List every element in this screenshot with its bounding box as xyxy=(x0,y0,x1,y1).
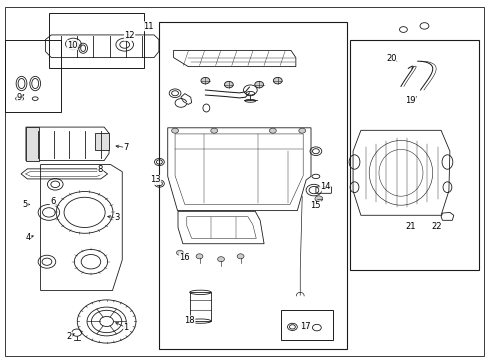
Circle shape xyxy=(254,81,263,88)
Circle shape xyxy=(176,250,183,255)
Polygon shape xyxy=(26,127,39,161)
Text: 7: 7 xyxy=(123,143,128,152)
Bar xyxy=(159,22,346,349)
Text: 1: 1 xyxy=(123,323,128,332)
Circle shape xyxy=(273,77,282,84)
Bar xyxy=(189,292,211,321)
Circle shape xyxy=(301,324,309,330)
Circle shape xyxy=(196,254,203,259)
Text: 13: 13 xyxy=(150,175,161,184)
Circle shape xyxy=(298,128,305,133)
Bar xyxy=(5,40,61,112)
Text: 20: 20 xyxy=(385,54,396,63)
Polygon shape xyxy=(95,133,109,150)
Text: 8: 8 xyxy=(98,165,102,174)
Circle shape xyxy=(210,128,217,133)
Circle shape xyxy=(314,196,322,202)
Text: 21: 21 xyxy=(405,222,415,231)
Text: 6: 6 xyxy=(50,197,55,206)
Circle shape xyxy=(201,77,209,84)
Text: 2: 2 xyxy=(67,332,72,341)
Text: 15: 15 xyxy=(309,202,320,210)
Circle shape xyxy=(237,254,244,259)
Circle shape xyxy=(269,128,276,133)
Circle shape xyxy=(217,257,224,262)
Text: 4: 4 xyxy=(26,233,31,242)
Text: 19: 19 xyxy=(405,96,415,105)
Circle shape xyxy=(171,128,178,133)
Text: 22: 22 xyxy=(430,222,441,231)
Bar xyxy=(349,40,478,270)
Text: 12: 12 xyxy=(124,31,135,40)
Text: 10: 10 xyxy=(67,40,78,49)
Text: 14: 14 xyxy=(319,182,330,191)
Bar xyxy=(281,310,332,340)
Text: 16: 16 xyxy=(179,253,190,262)
Text: 11: 11 xyxy=(142,22,153,31)
Text: 18: 18 xyxy=(184,316,195,325)
Circle shape xyxy=(224,81,233,88)
Text: 3: 3 xyxy=(115,213,120,222)
Text: 5: 5 xyxy=(23,200,28,209)
Bar xyxy=(49,13,144,68)
Text: 9: 9 xyxy=(17,93,22,102)
Text: 17: 17 xyxy=(300,323,310,331)
